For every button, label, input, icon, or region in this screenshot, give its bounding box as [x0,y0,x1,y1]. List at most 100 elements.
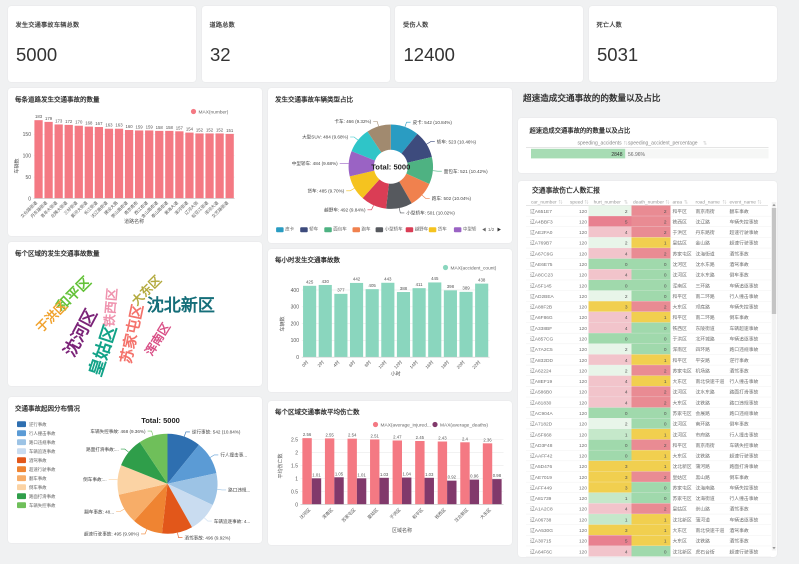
svg-text:酒驾事故: 酒驾事故 [730,261,749,268]
svg-text:405: 405 [368,282,376,288]
svg-text:每小时发生交通事故数: 每小时发生交通事故数 [275,254,341,264]
svg-text:0.92: 0.92 [447,475,456,481]
svg-text:2: 2 [625,208,628,215]
svg-text:大东区: 大东区 [673,453,688,460]
svg-text:speeding_accident_percentage: speeding_accident_percentage [628,139,698,146]
svg-text:1/2: 1/2 [488,227,495,233]
svg-text:倒车事故: 倒车事故 [730,314,749,321]
svg-text:0: 0 [664,346,667,353]
svg-text:面包车: 面包车 [333,226,347,233]
svg-text:0: 0 [664,484,667,491]
svg-text:行人撞击事故: 行人撞击事故 [730,293,759,300]
svg-text:平安路: 平安路 [696,357,711,364]
svg-text:辽AD2BEA: 辽AD2BEA [530,293,555,300]
svg-text:120: 120 [579,431,587,438]
svg-text:400: 400 [290,286,299,293]
svg-text:2: 2 [625,293,628,300]
svg-text:沈北新区: 沈北新区 [673,516,692,523]
svg-text:辽A88F2B: 辽A88F2B [530,304,552,311]
svg-text:2.43: 2.43 [438,436,447,442]
svg-text:辽A7A2C5: 辽A7A2C5 [530,346,553,353]
svg-text:4时: 4时 [331,358,341,368]
svg-text:货车: 货车 [437,226,446,233]
svg-text:车辆失控事故: 468 (9.36%): 车辆失控事故: 468 (9.36%) [90,428,146,435]
svg-text:173: 173 [55,118,63,124]
svg-text:轿车: 523 (10.46%): 轿车: 523 (10.46%) [436,138,476,145]
svg-text:speeding_accidents: speeding_accidents [577,139,622,146]
svg-text:0: 0 [664,548,667,555]
svg-text:0: 0 [664,421,667,428]
svg-text:货车: 485 (9.70%): 货车: 485 (9.70%) [307,188,344,195]
svg-text:2: 2 [625,421,628,428]
svg-text:市府路: 市府路 [696,431,711,438]
svg-text:120: 120 [579,548,587,555]
svg-text:中型轿车: 484 (9.68%): 中型轿车: 484 (9.68%) [291,160,337,167]
svg-text:2: 2 [664,474,667,481]
svg-text:区域名称: 区域名称 [391,527,411,534]
svg-text:浑南区: 浑南区 [320,506,335,521]
svg-text:皇姑区: 皇姑区 [673,240,688,247]
svg-text:辽AFF449: 辽AFF449 [530,484,552,491]
svg-text:⇅: ⇅ [703,140,707,146]
svg-text:⇅: ⇅ [684,200,688,206]
svg-text:100: 100 [290,337,299,344]
svg-text:0.98: 0.98 [492,473,501,479]
svg-text:3: 3 [625,463,628,470]
svg-text:车辆数: 车辆数 [13,158,20,173]
svg-text:每条道路发生交通事故的数量: 每条道路发生交通事故的数量 [15,94,100,104]
svg-text:2: 2 [625,240,628,247]
svg-text:辽A06738: 辽A06738 [530,516,552,523]
svg-text:1: 1 [664,314,667,321]
svg-text:苏家屯区: 苏家屯区 [673,484,692,491]
svg-text:120: 120 [579,538,587,545]
svg-text:倒车事故: 倒车事故 [730,474,749,481]
svg-text:和平区: 和平区 [673,293,688,300]
svg-text:1.03: 1.03 [425,472,434,478]
svg-text:车辆失控事故: 车辆失控事故 [730,218,759,225]
svg-text:翻车事故: 翻车事故 [29,475,47,482]
svg-text:和平区: 和平区 [673,208,688,215]
svg-text:4: 4 [625,272,628,279]
svg-text:1: 1 [664,527,667,534]
svg-text:辽A81739: 辽A81739 [530,495,552,502]
svg-text:120: 120 [579,261,587,268]
svg-text:皇姑区: 皇姑区 [365,506,380,521]
svg-text:120: 120 [579,506,587,513]
svg-text:超速行驶事故: 超速行驶事故 [730,548,759,555]
svg-text:沈铁路: 沈铁路 [696,453,711,460]
svg-text:苏家屯区: 苏家屯区 [673,250,692,257]
svg-text:沈河区: 沈河区 [297,506,312,521]
svg-text:苏家屯区: 苏家屯区 [673,495,692,502]
svg-text:卡车: 466 (9.32%): 卡车: 466 (9.32%) [334,118,371,125]
svg-text:0: 0 [664,293,667,300]
svg-text:南二环路: 南二环路 [696,314,715,321]
svg-text:120: 120 [579,282,587,289]
svg-text:沈河区: 沈河区 [673,431,688,438]
svg-text:小时: 小时 [390,370,400,377]
svg-text:平均伤亡数: 平均伤亡数 [277,453,284,478]
svg-text:159: 159 [135,124,143,130]
svg-text:438: 438 [478,277,486,283]
svg-text:163: 163 [105,123,113,129]
svg-text:car_number: car_number [531,199,557,206]
svg-text:1: 1 [664,378,667,385]
svg-text:机场路: 机场路 [696,367,711,374]
svg-text:18时: 18时 [439,358,451,370]
svg-text:辽A338BF: 辽A338BF [530,325,552,332]
svg-text:MAX(accident_count): MAX(accident_count) [450,264,496,271]
svg-text:沈铁路: 沈铁路 [696,538,711,545]
svg-text:0: 0 [664,336,667,343]
svg-text:沈海南路: 沈海南路 [696,484,715,491]
svg-text:超速造成交通事故的的数量以及占比: 超速造成交通事故的的数量以及占比 [529,125,631,134]
svg-text:邓底路: 邓底路 [696,304,711,311]
svg-text:超速行驶事故: 超速行驶事故 [730,453,759,460]
svg-text:⇅: ⇅ [559,200,563,206]
svg-text:浑南区: 浑南区 [673,282,688,289]
svg-text:445: 445 [431,276,439,282]
svg-text:2: 2 [664,399,667,406]
svg-text:3: 3 [625,484,628,491]
svg-text:车辆失控事故: 车辆失控事故 [29,502,56,509]
svg-text:崇山路: 崇山路 [696,506,711,513]
svg-text:5: 5 [625,538,628,545]
svg-text:⇅: ⇅ [624,200,628,206]
